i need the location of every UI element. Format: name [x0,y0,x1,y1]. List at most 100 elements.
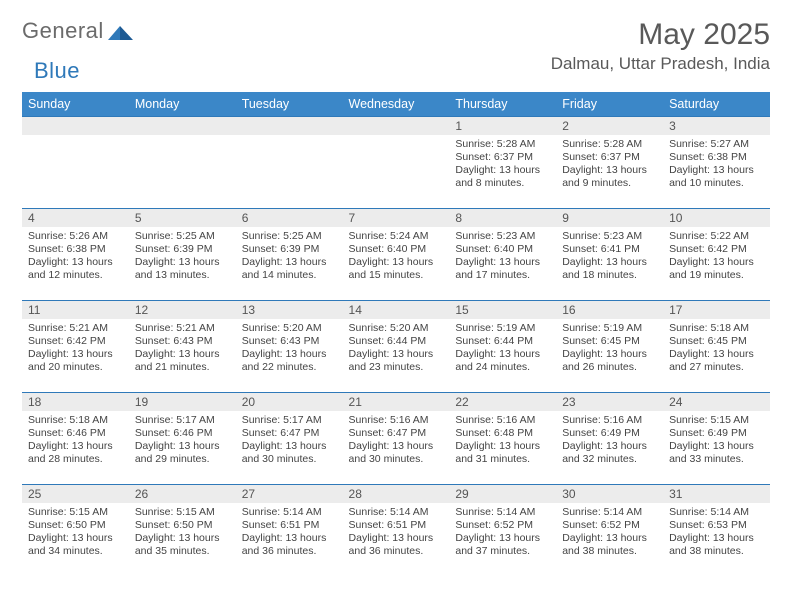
day-details: Sunrise: 5:16 AMSunset: 6:48 PMDaylight:… [449,411,556,469]
sunrise-line: Sunrise: 5:23 AM [562,230,657,243]
empty-day-band [22,116,129,135]
day-details: Sunrise: 5:15 AMSunset: 6:49 PMDaylight:… [663,411,770,469]
day-details: Sunrise: 5:19 AMSunset: 6:45 PMDaylight:… [556,319,663,377]
calendar-cell: 4Sunrise: 5:26 AMSunset: 6:38 PMDaylight… [22,208,129,300]
daylight-line: Daylight: 13 hours and 23 minutes. [349,348,444,374]
calendar-cell: 10Sunrise: 5:22 AMSunset: 6:42 PMDayligh… [663,208,770,300]
daylight-line: Daylight: 13 hours and 29 minutes. [135,440,230,466]
calendar-cell: 9Sunrise: 5:23 AMSunset: 6:41 PMDaylight… [556,208,663,300]
day-details: Sunrise: 5:14 AMSunset: 6:51 PMDaylight:… [236,503,343,561]
daylight-line: Daylight: 13 hours and 17 minutes. [455,256,550,282]
daylight-line: Daylight: 13 hours and 36 minutes. [349,532,444,558]
empty-day-band [236,116,343,135]
day-number: 1 [449,116,556,135]
sunset-line: Sunset: 6:39 PM [242,243,337,256]
calendar-cell: 29Sunrise: 5:14 AMSunset: 6:52 PMDayligh… [449,484,556,576]
daylight-line: Daylight: 13 hours and 9 minutes. [562,164,657,190]
sunset-line: Sunset: 6:41 PM [562,243,657,256]
calendar-cell: 6Sunrise: 5:25 AMSunset: 6:39 PMDaylight… [236,208,343,300]
calendar-cell: 1Sunrise: 5:28 AMSunset: 6:37 PMDaylight… [449,116,556,208]
day-number: 5 [129,208,236,227]
day-details: Sunrise: 5:23 AMSunset: 6:40 PMDaylight:… [449,227,556,285]
sunrise-line: Sunrise: 5:27 AM [669,138,764,151]
daylight-line: Daylight: 13 hours and 27 minutes. [669,348,764,374]
day-number: 10 [663,208,770,227]
logo-text-general: General [22,18,104,44]
calendar-cell [343,116,450,208]
location: Dalmau, Uttar Pradesh, India [551,54,770,74]
calendar-week: 25Sunrise: 5:15 AMSunset: 6:50 PMDayligh… [22,484,770,576]
day-number: 31 [663,484,770,503]
logo-text-blue: Blue [34,58,80,84]
day-header: Thursday [449,92,556,116]
calendar-cell: 31Sunrise: 5:14 AMSunset: 6:53 PMDayligh… [663,484,770,576]
day-header: Saturday [663,92,770,116]
day-number: 17 [663,300,770,319]
sunset-line: Sunset: 6:38 PM [28,243,123,256]
sunset-line: Sunset: 6:37 PM [562,151,657,164]
calendar-cell [236,116,343,208]
day-details: Sunrise: 5:20 AMSunset: 6:43 PMDaylight:… [236,319,343,377]
calendar-header-row: SundayMondayTuesdayWednesdayThursdayFrid… [22,92,770,116]
daylight-line: Daylight: 13 hours and 24 minutes. [455,348,550,374]
day-details: Sunrise: 5:26 AMSunset: 6:38 PMDaylight:… [22,227,129,285]
sunset-line: Sunset: 6:38 PM [669,151,764,164]
sunrise-line: Sunrise: 5:25 AM [242,230,337,243]
calendar-cell: 2Sunrise: 5:28 AMSunset: 6:37 PMDaylight… [556,116,663,208]
sunrise-line: Sunrise: 5:16 AM [455,414,550,427]
calendar-cell: 30Sunrise: 5:14 AMSunset: 6:52 PMDayligh… [556,484,663,576]
day-details: Sunrise: 5:24 AMSunset: 6:40 PMDaylight:… [343,227,450,285]
sunrise-line: Sunrise: 5:17 AM [135,414,230,427]
sunset-line: Sunset: 6:47 PM [242,427,337,440]
sunset-line: Sunset: 6:46 PM [28,427,123,440]
daylight-line: Daylight: 13 hours and 35 minutes. [135,532,230,558]
day-details: Sunrise: 5:21 AMSunset: 6:43 PMDaylight:… [129,319,236,377]
sunrise-line: Sunrise: 5:18 AM [669,322,764,335]
title-block: May 2025 Dalmau, Uttar Pradesh, India [551,18,770,74]
calendar-cell: 22Sunrise: 5:16 AMSunset: 6:48 PMDayligh… [449,392,556,484]
daylight-line: Daylight: 13 hours and 15 minutes. [349,256,444,282]
sunset-line: Sunset: 6:44 PM [455,335,550,348]
calendar-cell: 16Sunrise: 5:19 AMSunset: 6:45 PMDayligh… [556,300,663,392]
daylight-line: Daylight: 13 hours and 28 minutes. [28,440,123,466]
day-number: 8 [449,208,556,227]
sunrise-line: Sunrise: 5:20 AM [349,322,444,335]
calendar-cell: 23Sunrise: 5:16 AMSunset: 6:49 PMDayligh… [556,392,663,484]
day-number: 28 [343,484,450,503]
day-details: Sunrise: 5:16 AMSunset: 6:49 PMDaylight:… [556,411,663,469]
sunset-line: Sunset: 6:50 PM [135,519,230,532]
daylight-line: Daylight: 13 hours and 19 minutes. [669,256,764,282]
sunset-line: Sunset: 6:49 PM [669,427,764,440]
day-details: Sunrise: 5:14 AMSunset: 6:51 PMDaylight:… [343,503,450,561]
daylight-line: Daylight: 13 hours and 38 minutes. [562,532,657,558]
day-details: Sunrise: 5:18 AMSunset: 6:45 PMDaylight:… [663,319,770,377]
day-details: Sunrise: 5:17 AMSunset: 6:47 PMDaylight:… [236,411,343,469]
sunset-line: Sunset: 6:51 PM [242,519,337,532]
daylight-line: Daylight: 13 hours and 21 minutes. [135,348,230,374]
sunset-line: Sunset: 6:43 PM [242,335,337,348]
day-details: Sunrise: 5:27 AMSunset: 6:38 PMDaylight:… [663,135,770,193]
calendar-cell: 21Sunrise: 5:16 AMSunset: 6:47 PMDayligh… [343,392,450,484]
calendar-cell: 18Sunrise: 5:18 AMSunset: 6:46 PMDayligh… [22,392,129,484]
sunrise-line: Sunrise: 5:16 AM [562,414,657,427]
calendar-cell: 14Sunrise: 5:20 AMSunset: 6:44 PMDayligh… [343,300,450,392]
day-number: 13 [236,300,343,319]
sunset-line: Sunset: 6:52 PM [455,519,550,532]
day-number: 25 [22,484,129,503]
day-number: 22 [449,392,556,411]
calendar-cell: 11Sunrise: 5:21 AMSunset: 6:42 PMDayligh… [22,300,129,392]
sunrise-line: Sunrise: 5:22 AM [669,230,764,243]
sunrise-line: Sunrise: 5:14 AM [669,506,764,519]
sunrise-line: Sunrise: 5:18 AM [28,414,123,427]
sunrise-line: Sunrise: 5:28 AM [562,138,657,151]
day-details: Sunrise: 5:20 AMSunset: 6:44 PMDaylight:… [343,319,450,377]
sunset-line: Sunset: 6:51 PM [349,519,444,532]
daylight-line: Daylight: 13 hours and 30 minutes. [349,440,444,466]
calendar-cell [129,116,236,208]
calendar-week: 4Sunrise: 5:26 AMSunset: 6:38 PMDaylight… [22,208,770,300]
calendar-cell [22,116,129,208]
sunset-line: Sunset: 6:45 PM [562,335,657,348]
day-number: 6 [236,208,343,227]
day-number: 16 [556,300,663,319]
day-details: Sunrise: 5:15 AMSunset: 6:50 PMDaylight:… [129,503,236,561]
